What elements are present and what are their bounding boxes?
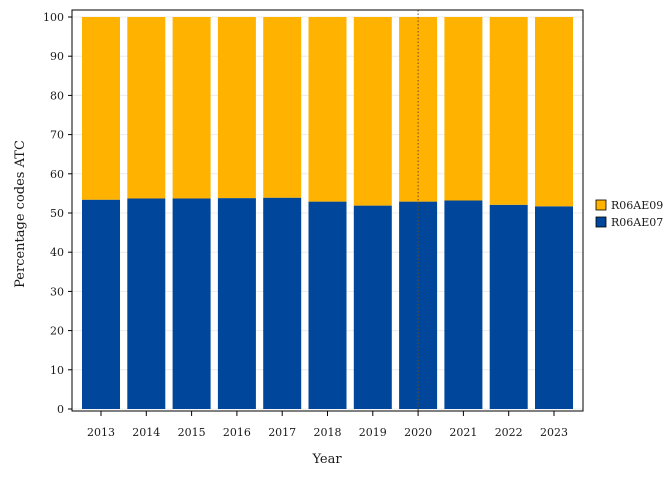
bar-R06AE09-2023 bbox=[535, 17, 573, 207]
x-tick-label: 2013 bbox=[87, 426, 115, 439]
y-tick-label: 100 bbox=[43, 11, 64, 24]
bar-R06AE07-2013 bbox=[82, 199, 120, 409]
x-tick-label: 2017 bbox=[268, 426, 296, 439]
x-tick-label: 2023 bbox=[540, 426, 568, 439]
legend-swatch-R06AE09 bbox=[595, 199, 607, 211]
bar-R06AE07-2019 bbox=[353, 205, 392, 409]
x-tick-label: 2021 bbox=[449, 426, 477, 439]
bar-R06AE07-2014 bbox=[127, 198, 166, 409]
bar-R06AE07-2023 bbox=[535, 206, 573, 409]
x-tick-label: 2019 bbox=[359, 426, 387, 439]
y-tick-label: 30 bbox=[50, 285, 64, 298]
bar-R06AE07-2022 bbox=[489, 204, 528, 409]
x-axis-label: Year bbox=[311, 452, 342, 467]
y-axis: 0 10 20 30 40 50 60 70 80 90 100 bbox=[43, 11, 72, 416]
bar-R06AE09-2021 bbox=[444, 17, 483, 201]
y-tick-label: 40 bbox=[50, 246, 64, 259]
legend: R06AE09 R06AE07 bbox=[595, 199, 663, 229]
x-tick-label: 2018 bbox=[314, 426, 342, 439]
legend-label-R06AE07: R06AE07 bbox=[611, 216, 663, 229]
bar-R06AE07-2021 bbox=[444, 200, 483, 409]
x-tick-label: 2022 bbox=[495, 426, 523, 439]
bar-R06AE09-2018 bbox=[308, 17, 347, 202]
x-tick-label: 2014 bbox=[132, 426, 160, 439]
bar-R06AE09-2022 bbox=[489, 17, 528, 205]
bar-R06AE07-2015 bbox=[172, 198, 211, 409]
x-axis: 2013 2014 2015 2016 2017 2018 2019 2020 2021 2022… bbox=[87, 411, 568, 439]
y-tick-label: 60 bbox=[50, 168, 64, 181]
bar-R06AE09-2017 bbox=[263, 17, 302, 198]
bar-R06AE07-2018 bbox=[308, 201, 347, 409]
legend-label-R06AE09: R06AE09 bbox=[611, 199, 663, 212]
bar-R06AE09-2013 bbox=[82, 17, 120, 200]
y-tick-label: 70 bbox=[50, 129, 64, 142]
bar-R06AE07-2017 bbox=[263, 197, 302, 409]
x-tick-label: 2015 bbox=[178, 426, 206, 439]
bars bbox=[82, 17, 573, 409]
y-tick-label: 20 bbox=[50, 325, 64, 338]
y-axis-label: Percentage codes ATC bbox=[13, 140, 28, 288]
bar-R06AE09-2015 bbox=[172, 17, 211, 199]
y-tick-label: 80 bbox=[50, 89, 64, 102]
y-tick-label: 0 bbox=[57, 403, 64, 416]
y-tick-label: 50 bbox=[50, 207, 64, 220]
y-tick-label: 90 bbox=[50, 50, 64, 63]
bar-R06AE09-2016 bbox=[217, 17, 256, 199]
x-tick-label: 2016 bbox=[223, 426, 251, 439]
bar-R06AE09-2014 bbox=[127, 17, 166, 199]
x-tick-label: 2020 bbox=[404, 426, 432, 439]
bar-R06AE09-2019 bbox=[353, 17, 392, 206]
bar-R06AE07-2016 bbox=[217, 198, 256, 409]
legend-swatch-R06AE07 bbox=[595, 216, 607, 228]
y-tick-label: 10 bbox=[50, 364, 64, 377]
